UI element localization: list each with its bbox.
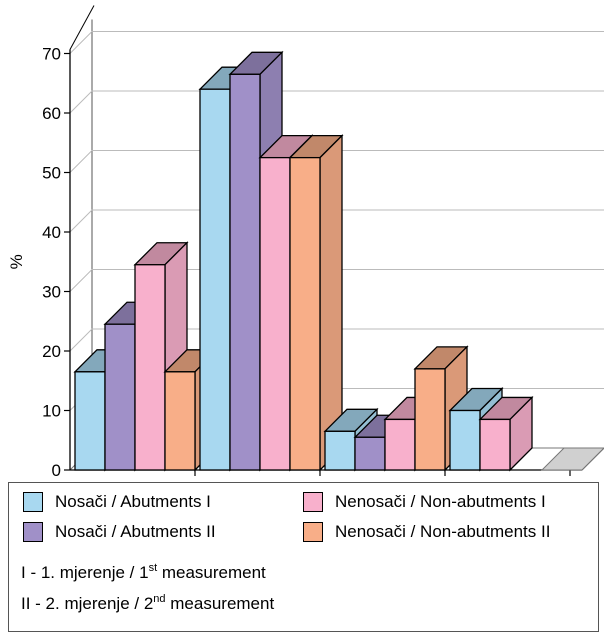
legend-note-first-measurement: I - 1. mjerenje / 1st measurement <box>21 563 266 583</box>
y-tick-label-50: 50 <box>42 164 61 183</box>
legend-label-non-abutments-1: Nenosači / Non-abutments I <box>335 492 546 511</box>
y-tick-label-70: 70 <box>42 45 61 64</box>
bar-3-series-3 <box>478 395 534 472</box>
note2-prefix: II - 2. mjerenje / 2 <box>21 594 154 613</box>
y-tick-label-30: 30 <box>42 283 61 302</box>
y-tick-label-0: 0 <box>52 461 61 480</box>
gridline-20 <box>69 328 604 352</box>
legend-swatch-abutments-1 <box>23 492 43 512</box>
legend-label-abutments-1: Nosači / Abutments I <box>55 492 211 511</box>
legend-swatch-abutments-2 <box>23 522 43 542</box>
legend-swatch-non-abutments-1 <box>303 492 323 512</box>
y-axis-depth <box>69 5 95 50</box>
note1-prefix: I - 1. mjerenje / 1 <box>21 563 149 582</box>
y-axis-label: % <box>7 254 26 269</box>
gridline-60 <box>69 90 604 114</box>
note2-suffix: measurement <box>165 594 275 613</box>
note2-sup: nd <box>153 593 166 605</box>
legend-item-abutments-2: Nosači / Abutments II <box>23 522 216 542</box>
y-tick-label-10: 10 <box>42 402 61 421</box>
y-tick-label-40: 40 <box>42 223 61 242</box>
note1-suffix: measurement <box>157 563 266 582</box>
floor-shade <box>540 447 604 471</box>
legend-swatch-non-abutments-2 <box>303 522 323 542</box>
legend: Nosači / Abutments I Nenosači / Non-abut… <box>8 482 599 632</box>
y-tick-label-20: 20 <box>42 342 61 361</box>
gridline-50 <box>69 150 604 173</box>
gridline-70 <box>69 31 604 54</box>
note1-sup: st <box>148 562 158 574</box>
legend-item-abutments-1: Nosači / Abutments I <box>23 492 211 512</box>
legend-note-second-measurement: II - 2. mjerenje / 2nd measurement <box>21 594 274 614</box>
legend-label-non-abutments-2: Nenosači / Non-abutments II <box>335 522 551 541</box>
y-tick-label-60: 60 <box>42 104 61 123</box>
legend-item-non-abutments-2: Nenosači / Non-abutments II <box>303 522 550 542</box>
legend-label-abutments-2: Nosači / Abutments II <box>55 522 216 541</box>
gridline-30 <box>69 269 604 292</box>
gridline-40 <box>69 209 604 233</box>
legend-item-non-abutments-1: Nenosači / Non-abutments I <box>303 492 546 512</box>
bar-1-series-4 <box>288 134 344 472</box>
